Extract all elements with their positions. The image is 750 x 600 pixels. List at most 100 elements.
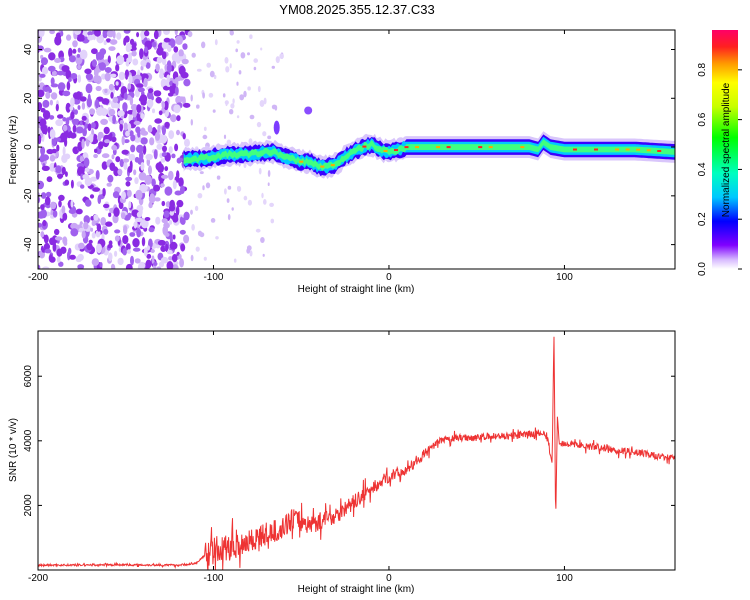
noise-blob [87,31,94,36]
noise-blob [76,53,81,58]
noise-blob [191,224,195,231]
ridge-hotspot [646,149,651,152]
noise-blob [163,30,170,35]
noise-blob [174,190,183,196]
noise-blob [80,173,84,180]
noise-blob [243,90,247,98]
noise-blob [91,48,98,55]
noise-blob [202,185,205,191]
noise-blob [72,124,77,133]
noise-blob [224,57,229,64]
noise-blob [108,46,116,51]
noise-blob [121,191,126,200]
noise-blob [253,58,258,63]
noise-blob [184,138,190,147]
noise-blob [256,121,262,128]
noise-blob [144,217,151,221]
x-tick-label: 0 [386,573,392,584]
noise-blob [70,199,74,208]
noise-blob [89,108,96,115]
noise-blob [45,86,51,91]
y-tick-label: 4000 [23,429,34,452]
noise-blob [123,139,130,144]
noise-blob [160,158,166,163]
noise-blob [125,263,133,269]
noise-blob [156,56,163,64]
noise-blob [259,100,265,107]
noise-blob [70,179,74,189]
noise-blob [70,228,79,237]
noise-blob [154,197,161,202]
noise-blob [52,242,57,252]
noise-blob [101,98,110,105]
noise-blob [269,202,274,207]
noise-blob [169,241,178,250]
noise-blob [148,202,153,209]
ridge-hotspot [573,148,577,151]
noise-blob [140,137,148,145]
noise-blob [161,200,166,207]
noise-blob [243,195,248,201]
noise-blob [173,104,181,114]
noise-blob [231,207,234,211]
noise-blob [72,40,78,48]
noise-blob [183,211,190,221]
noise-blob [140,65,144,71]
noise-blob [136,104,142,113]
noise-blob [68,55,76,63]
noise-blob [40,146,46,156]
noise-blob [132,58,139,66]
noise-blob [194,205,199,211]
noise-blob [230,103,235,109]
ridge-core-band [183,139,675,172]
noise-blob [168,170,174,181]
noise-blob [180,243,186,252]
noise-blob [144,46,148,53]
noise-blob [139,94,148,104]
noise-blob [147,99,154,108]
noise-blob [92,187,101,192]
noise-blob [95,99,100,109]
noise-blob [83,215,90,224]
noise-blob [199,232,205,238]
noise-blob [84,167,90,173]
noise-blob [76,35,85,42]
noise-blob [107,174,114,183]
noise-blob [103,40,107,46]
x-tick-label: -100 [203,272,223,283]
x-tick-label: -200 [28,573,48,584]
noise-blob [115,81,119,86]
noise-blob [166,63,172,73]
noise-blob [121,135,125,146]
noise-blob [176,115,181,122]
ridge-hotspot [446,146,451,149]
noise-blob [199,171,204,175]
noise-blob [95,85,102,92]
noise-blob [235,48,238,53]
noise-blob [161,41,169,50]
noise-blob [38,102,43,111]
noise-blob [205,182,211,189]
noise-blob [179,258,185,268]
noise-blob [210,218,216,223]
noise-blob [223,134,227,139]
noise-blob [114,250,118,257]
noise-blob [137,87,145,93]
noise-blob [38,134,42,145]
noise-blob [57,173,64,179]
noise-blob [156,143,163,150]
noise-blob [247,52,250,56]
noise-blob [75,208,83,215]
noise-blob [135,189,143,200]
noise-blob [91,232,96,239]
noise-blob [162,145,167,152]
noise-blob [113,207,120,217]
ridge-spur [273,120,280,135]
noise-blob [119,122,123,132]
spectrogram-plot-area [38,30,675,269]
noise-blob [196,68,202,72]
noise-blob [164,121,170,128]
noise-blob [140,30,145,41]
noise-blob [84,68,92,75]
ridge-hotspot [299,160,304,163]
